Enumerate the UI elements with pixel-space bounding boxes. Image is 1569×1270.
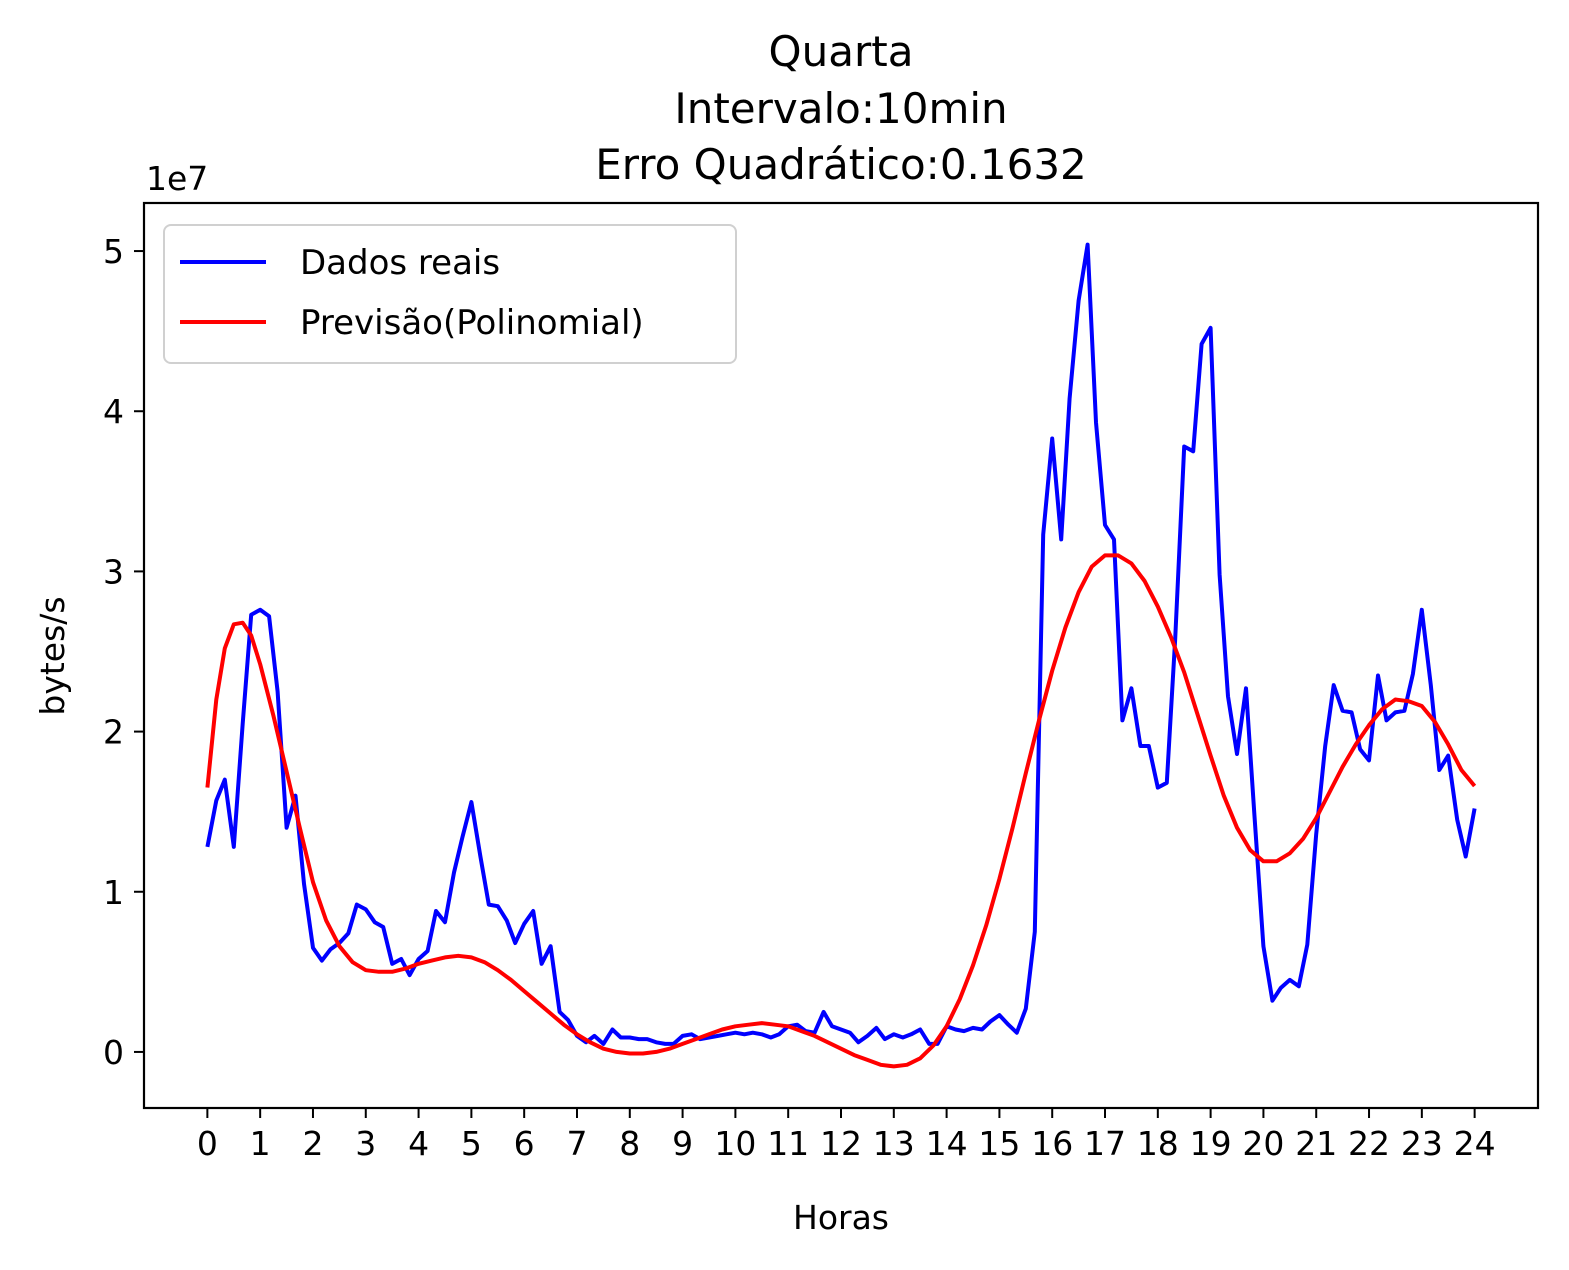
x-tick-label: 0	[197, 1124, 218, 1163]
y-axis: 0 1 2 3 4 5	[103, 232, 144, 1072]
x-tick-label: 5	[461, 1124, 482, 1163]
x-tick-label: 11	[767, 1124, 809, 1163]
x-tick-label: 17	[1084, 1124, 1126, 1163]
title-line-1: Quarta	[769, 27, 914, 76]
y-tick-label: 5	[103, 232, 124, 271]
series-layer	[205, 242, 1477, 1069]
legend-label-previsao: Previsão(Polinomial)	[300, 303, 644, 343]
x-tick-label: 13	[873, 1124, 915, 1163]
y-tick-label: 0	[103, 1033, 124, 1072]
x-tick-label: 12	[820, 1124, 862, 1163]
x-tick-label: 24	[1454, 1124, 1496, 1163]
y-offset-label: 1e7	[146, 159, 208, 198]
title-line-2: Intervalo:10min	[674, 84, 1007, 133]
series-line-1	[205, 553, 1477, 1069]
x-tick-label: 7	[566, 1124, 587, 1163]
y-tick-label: 4	[103, 392, 124, 431]
chart-title: Quarta Intervalo:10min Erro Quadrático:0…	[595, 27, 1087, 189]
x-tick-label: 6	[514, 1124, 535, 1163]
x-tick-label: 20	[1242, 1124, 1284, 1163]
x-tick-label: 21	[1295, 1124, 1337, 1163]
x-axis: 0 1 2 3 4 5 6 7 8 9 10 11 12 13 14 15 16 17 18 19 20 21 22 23 24	[197, 1108, 1496, 1163]
y-tick-label: 3	[103, 552, 124, 591]
x-tick-label: 4	[408, 1124, 429, 1163]
legend: Dados reais Previsão(Polinomial)	[163, 224, 737, 364]
x-tick-label: 16	[1031, 1124, 1073, 1163]
x-tick-label: 9	[672, 1124, 693, 1163]
y-tick-label: 1	[103, 873, 124, 912]
x-tick-label: 2	[302, 1124, 323, 1163]
x-tick-label: 10	[714, 1124, 756, 1163]
x-tick-label: 8	[619, 1124, 640, 1163]
x-tick-label: 15	[978, 1124, 1020, 1163]
y-tick-label: 2	[103, 713, 124, 752]
y-axis-label: bytes/s	[33, 596, 72, 715]
x-tick-label: 22	[1348, 1124, 1390, 1163]
x-tick-label: 18	[1137, 1124, 1179, 1163]
series-line-0	[205, 242, 1477, 1046]
x-tick-label: 23	[1401, 1124, 1443, 1163]
x-tick-label: 19	[1190, 1124, 1232, 1163]
legend-label-dados-reais: Dados reais	[300, 243, 500, 283]
legend-box	[163, 224, 737, 364]
x-tick-label: 14	[926, 1124, 968, 1163]
x-tick-label: 3	[355, 1124, 376, 1163]
x-tick-label: 1	[250, 1124, 271, 1163]
x-axis-label: Horas	[793, 1198, 889, 1237]
title-line-3: Erro Quadrático:0.1632	[595, 140, 1087, 189]
